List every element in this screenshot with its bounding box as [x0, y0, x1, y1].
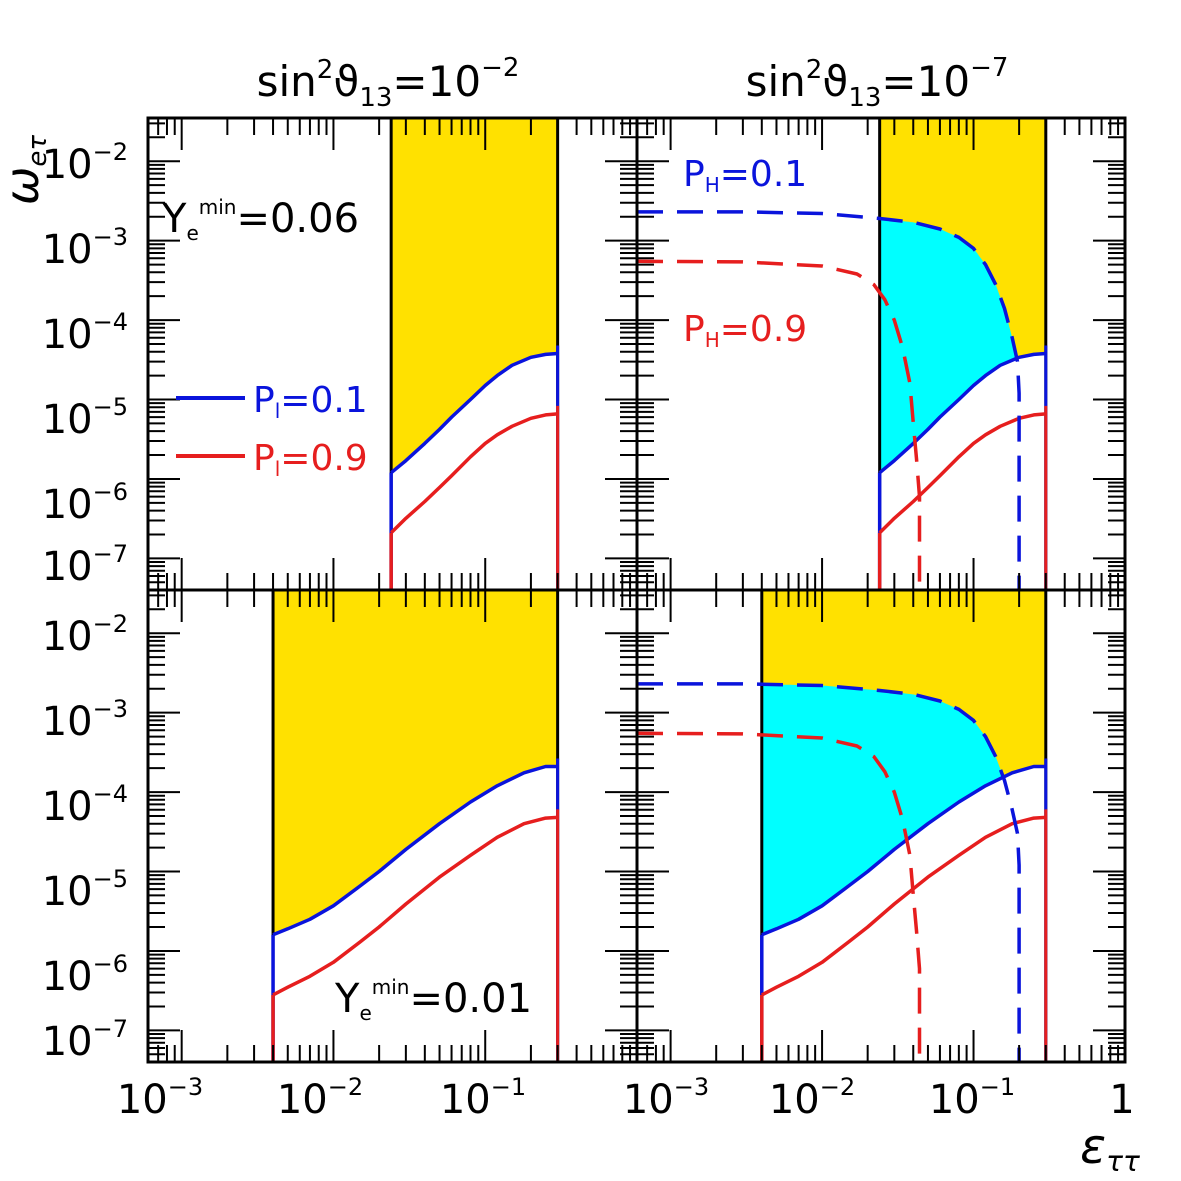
- y-tick-label: 10−5: [42, 865, 128, 915]
- series-line: [637, 210, 1021, 590]
- legend: Pl=0.1 Pl=0.9: [176, 380, 368, 481]
- excluded-region: [391, 118, 558, 473]
- series-line: [761, 764, 1046, 937]
- series-line: [390, 351, 558, 475]
- y-tick-label: 10−7: [42, 1015, 128, 1065]
- x-tick-label: 1: [1109, 1077, 1134, 1123]
- ph-01-label: PH=0.1: [683, 154, 807, 197]
- panel-frames: [146, 116, 1127, 1064]
- y-tick-label: 10−7: [42, 540, 128, 590]
- col-title-left: sin2ϑ13=10−2: [257, 53, 520, 113]
- y-tick-labels-bottom: 10−2 10−3 10−4 10−5 10−6 10−7: [42, 610, 128, 1065]
- series-line: [272, 764, 558, 937]
- x-tick-label: 10−3: [117, 1073, 203, 1123]
- series-line: [878, 351, 1046, 475]
- y-tick-label: 10−4: [42, 308, 128, 358]
- panel-bottom-left: [271, 590, 560, 1062]
- col-title-right: sin2ϑ13=10−7: [746, 53, 1009, 113]
- x-tick-labels: 10−3 10−2 10−1 10−3 10−2 10−1 1: [117, 1073, 1135, 1123]
- panel-bottom-right: [637, 590, 1048, 1062]
- panel-top-right: [637, 118, 1048, 590]
- series-line: [878, 412, 1046, 535]
- x-tick-label: 10−3: [623, 1073, 709, 1123]
- ph-09-label: PH=0.9: [683, 309, 807, 352]
- y-tick-label: 10−3: [42, 223, 128, 273]
- x-axis-label: εττ: [1080, 1119, 1140, 1178]
- axis-ticks: [147, 118, 1126, 1063]
- excluded-region: [273, 590, 558, 935]
- y-tick-label: 10−3: [42, 695, 128, 745]
- y-tick-label: 10−6: [42, 950, 128, 1000]
- y-tick-label: 10−2: [42, 138, 128, 188]
- legend-entry-pl09: Pl=0.9: [253, 438, 368, 481]
- panel-top-left: [389, 118, 560, 590]
- x-tick-label: 10−1: [440, 1073, 526, 1123]
- ye-min-annotation-top: Yemin=0.06: [161, 195, 359, 245]
- ye-min-annotation-bottom: Yemin=0.01: [334, 975, 532, 1025]
- x-tick-label: 10−2: [769, 1073, 855, 1123]
- y-tick-label: 10−2: [42, 610, 128, 660]
- x-tick-label: 10−1: [929, 1073, 1015, 1123]
- overlap-region: [879, 218, 1017, 473]
- series-line: [760, 815, 1046, 997]
- x-tick-label: 10−2: [277, 1073, 363, 1123]
- y-tick-label: 10−6: [42, 478, 128, 528]
- series-line: [637, 731, 922, 1062]
- legend-entry-pl01: Pl=0.1: [253, 380, 368, 423]
- series-line: [637, 259, 922, 590]
- series-line: [637, 682, 1021, 1062]
- overlap-region: [761, 684, 1004, 935]
- y-tick-label: 10−4: [42, 780, 128, 830]
- y-tick-labels-top: 10−2 10−3 10−4 10−5 10−6 10−7: [42, 138, 128, 590]
- series-line: [272, 815, 558, 997]
- y-tick-label: 10−5: [42, 393, 128, 443]
- series-line: [389, 412, 558, 535]
- y-axis-label: ωeτ: [0, 135, 53, 206]
